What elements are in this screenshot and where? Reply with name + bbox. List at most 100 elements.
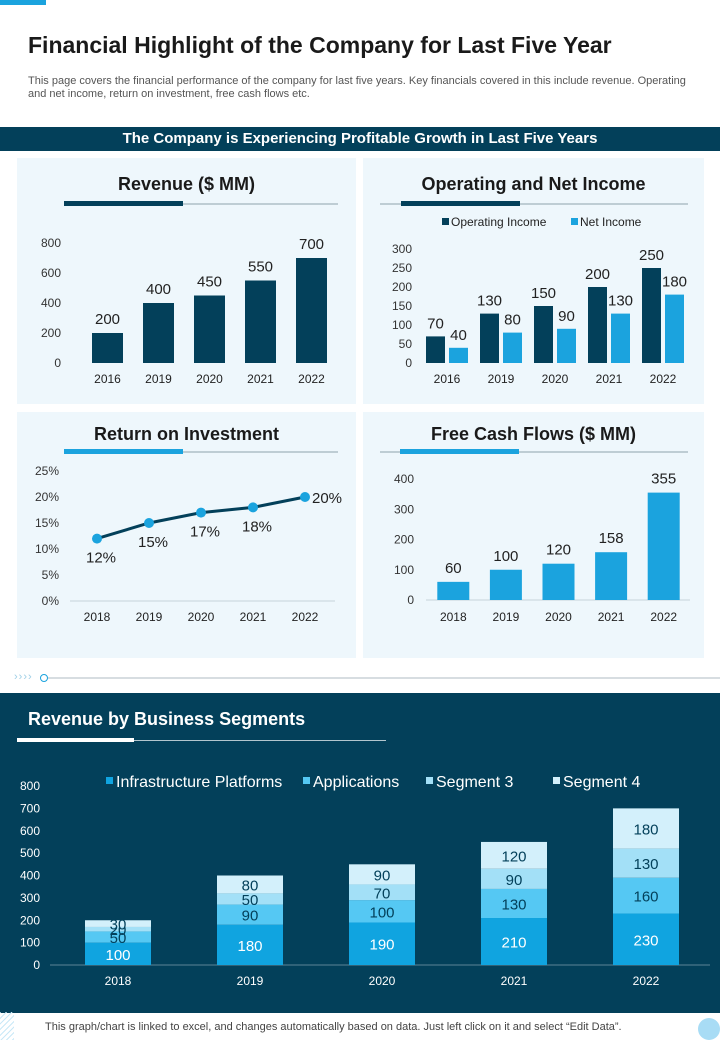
fcf-bar [595,552,628,600]
fcf-data-label: 60 [445,560,462,577]
page-description: This page covers the financial performan… [28,75,686,100]
segments-x-tick: 2021 [501,974,528,988]
roi-y-tick: 25% [35,464,59,478]
segments-legend-swatch [426,777,433,784]
divider-chevrons: ›››› [14,671,33,683]
net-income-bar [503,332,522,363]
free-cash-flows-panel: Free Cash Flows ($ MM) 0 100 200 300 400 60 10… [363,412,704,658]
segments-chart-title: Revenue by Business Segments [28,709,306,729]
net-income-bar [665,294,684,363]
footer-note: This graph/chart is linked to excel, and… [45,1021,622,1033]
fcf-data-label: 100 [493,548,518,565]
segments-legend-swatch [553,777,560,784]
segments-bar-applications [349,900,415,923]
segments-y-tick: 400 [20,869,40,883]
segments-bar-segment-4 [481,841,547,869]
segments-legend-label: Applications [313,774,399,791]
segments-bar-applications [613,877,679,914]
revenue-y-tick: 600 [41,266,61,280]
operating-income-bar [588,287,607,363]
operating-income-label: 150 [531,285,556,302]
revenue-title-underline [64,201,183,206]
segments-data-label: 90 [374,867,391,884]
roi-y-tick: 0% [42,594,60,608]
segments-bar-segment-3 [217,893,283,905]
segments-data-label: 160 [633,889,658,906]
roi-y-tick: 20% [35,490,59,504]
fcf-bar [542,563,575,600]
revenue-bar [245,280,276,363]
segments-x-tick: 2018 [105,974,132,988]
banner-heading: The Company is Experiencing Profitable G… [0,127,720,151]
revenue-y-tick: 400 [41,296,61,310]
operating-net-income-chart-title: Operating and Net Income [421,174,646,194]
roi-data-label: 17% [190,524,220,541]
operating-income-bar [642,268,661,363]
opinc-legend-label: Operating Income [451,215,547,229]
segments-legend-label: Segment 4 [563,774,640,791]
segments-data-label: 100 [369,904,394,921]
segments-data-label: 70 [374,885,391,902]
opinc-y-tick: 0 [405,356,412,370]
fcf-x-tick: 2021 [598,610,625,624]
opinc-y-tick: 250 [392,261,412,275]
roi-x-tick: 2018 [84,610,111,624]
roi-point [144,518,154,528]
segments-bar-segment-4 [85,920,151,927]
segments-legend-swatch [106,777,113,784]
segments-bar-segment-3 [613,848,679,878]
net-income-label: 40 [450,327,467,344]
revenue-chart-title: Revenue ($ MM) [117,174,256,194]
opinc-y-tick: 50 [399,337,413,351]
segments-y-tick: 800 [20,779,40,793]
revenue-chart[interactable]: 0 200 400 600 800 200 400 450 550 700 2016 2019 2020… [17,158,356,404]
segments-title-rule [134,740,386,741]
operating-income-label: 200 [585,266,610,283]
roi-point [300,492,310,502]
fcf-bar [647,492,680,600]
revenue-bar [143,303,174,363]
net-income-label: 130 [608,293,633,310]
revenue-y-tick: 0 [54,356,61,370]
roi-data-label: 12% [86,550,116,567]
segments-legend-label: Segment 3 [436,774,513,791]
segments-y-tick: 200 [20,913,40,927]
segments-bar-segment-4 [613,808,679,849]
segments-bar-segment-4 [217,875,283,894]
opinc-x-tick: 2022 [650,372,677,386]
segments-data-label: 30 [110,917,127,934]
segments-chart[interactable]: Infrastructure Platforms Applications Segm… [0,693,720,1013]
fcf-chart[interactable]: 0 100 200 300 400 60 100 120 158 355 2018 2019 2020 2… [363,412,704,658]
revenue-data-label: 200 [95,311,120,328]
segments-y-tick: 600 [20,824,40,838]
segments-bar-infrastructure-platforms [613,913,679,965]
revenue-x-tick: 2016 [94,372,121,386]
segments-data-label: 180 [633,822,658,839]
fcf-data-label: 120 [546,542,571,559]
opinc-x-tick: 2019 [488,372,515,386]
operating-net-income-chart[interactable]: Operating Income Net Income 0 50 100 150 200 25… [363,158,704,404]
segments-data-label: 90 [506,872,523,889]
fcf-y-tick: 100 [394,563,414,577]
segments-data-label: 120 [501,848,526,865]
operating-income-bar [480,313,499,363]
segments-data-label: 190 [369,937,394,954]
revenue-y-tick: 200 [41,326,61,340]
revenue-data-label: 450 [197,274,222,291]
segments-bar-applications [481,888,547,919]
footer-circle-decoration [698,1018,720,1040]
roi-data-label: 20% [312,490,342,507]
fcf-bar [437,581,470,600]
segments-title-underline [17,738,134,742]
roi-chart[interactable]: 0% 5% 10% 15% 20% 25% 12% 15% 17% 18% 20% 2018 2019 2… [17,412,356,658]
segments-data-label: 130 [633,856,658,873]
roi-x-tick: 2021 [240,610,267,624]
top-accent-bar [0,0,46,5]
segments-bar-segment-3 [481,868,547,889]
opinc-legend-label: Net Income [580,215,642,229]
roi-title-underline [64,449,183,454]
fcf-title-underline [400,449,519,454]
opinc-y-tick: 150 [392,299,412,313]
return-on-investment-panel: Return on Investment 0% 5% 10% 15% 20% 25% 12%… [17,412,356,658]
segments-bar-infrastructure-platforms [217,924,283,965]
